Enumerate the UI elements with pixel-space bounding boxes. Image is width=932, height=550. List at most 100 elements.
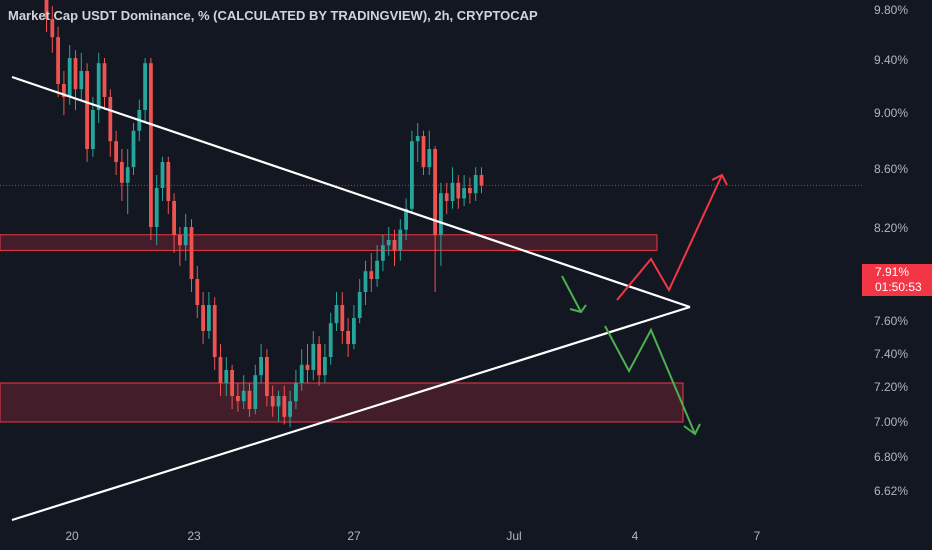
y-tick-label: 6.80%: [874, 450, 908, 464]
candle-body: [473, 175, 478, 194]
candle-body: [340, 305, 345, 331]
candle-body: [323, 357, 327, 376]
candle-body: [189, 227, 194, 279]
candle-body: [398, 229, 403, 251]
x-tick-label: 4: [632, 529, 639, 543]
candle-body: [433, 149, 437, 235]
candle-body: [166, 162, 171, 201]
x-tick-label: Jul: [506, 529, 521, 543]
bear-projection-arrow-head: [683, 423, 701, 436]
demand-zone: [0, 234, 658, 251]
candle-body: [369, 271, 374, 279]
candle-body: [207, 305, 211, 331]
y-tick-label: 7.40%: [874, 347, 908, 361]
candle-body: [247, 390, 252, 409]
upper-trendline: [11, 75, 691, 309]
candle-body: [212, 305, 217, 357]
candle-body: [195, 279, 200, 305]
candle-body: [218, 357, 223, 383]
candle-body: [276, 396, 281, 407]
bear-projection-arrow: [604, 325, 696, 435]
y-tick-label: 9.40%: [874, 53, 908, 67]
candle-body: [131, 130, 136, 168]
candle-body: [50, 19, 55, 38]
candle-body: [62, 84, 66, 97]
candle-body: [427, 149, 432, 168]
y-tick-label: 6.62%: [874, 484, 908, 498]
candle-body: [439, 193, 443, 235]
candle-body: [386, 240, 391, 246]
candle-body: [381, 245, 385, 261]
candle-body: [143, 63, 147, 110]
candle-body: [154, 188, 159, 227]
y-tick-label: 9.00%: [874, 106, 908, 120]
candle-body: [44, 0, 49, 19]
candle-body: [265, 357, 269, 396]
candle-body: [299, 364, 304, 383]
candle-body: [468, 188, 472, 194]
candle-body: [114, 141, 118, 162]
candle-body: [253, 375, 258, 409]
candle-body: [108, 97, 113, 142]
candle-body: [172, 201, 176, 235]
candle-body: [125, 167, 130, 183]
candle-body: [456, 182, 461, 199]
candle-body: [462, 188, 466, 199]
candle-body: [294, 383, 298, 402]
candle-body: [346, 331, 350, 344]
x-tick-label: 27: [347, 529, 361, 543]
y-tick-label: 8.60%: [874, 162, 908, 176]
x-tick-label: 23: [187, 529, 201, 543]
candle-body: [160, 162, 165, 188]
y-tick-label: 9.80%: [874, 3, 908, 17]
current-price-value: 7.91%: [875, 265, 910, 279]
x-tick-label: 20: [65, 529, 79, 543]
candle-body: [259, 357, 263, 376]
y-tick-label: 7.00%: [874, 415, 908, 429]
candle-body: [120, 162, 124, 183]
x-tick-label: 7: [754, 529, 761, 543]
candle-body: [56, 37, 60, 84]
candle-body: [288, 401, 292, 417]
candle-body: [241, 390, 246, 402]
candle-body: [415, 136, 420, 142]
candle-body: [305, 364, 310, 370]
short-drop-arrow: [561, 275, 582, 313]
candle-body: [311, 344, 316, 370]
y-tick-label: 7.20%: [874, 380, 908, 394]
candle-body: [79, 71, 84, 90]
candle-body: [375, 260, 379, 279]
current-price-countdown: 01:50:53: [875, 280, 922, 294]
candle-body: [282, 396, 287, 417]
current-price-badge: 7.91% 01:50:53: [862, 264, 932, 296]
candle-body: [404, 208, 408, 230]
short-drop-arrow-head: [569, 304, 587, 314]
candle-body: [363, 271, 368, 292]
candle-body: [91, 110, 95, 149]
candle-body: [317, 344, 321, 376]
candle-body: [450, 182, 455, 201]
candle-body: [201, 305, 205, 331]
candle-body: [178, 234, 182, 246]
candle-body: [67, 58, 72, 97]
candle-body: [149, 63, 153, 228]
chart-title: Market Cap USDT Dominance, % (CALCULATED…: [8, 8, 538, 23]
candle-body: [410, 141, 414, 209]
bull-projection-arrow-head: [711, 173, 728, 186]
candle-body: [421, 136, 426, 168]
candle-body: [334, 305, 339, 324]
candle-body: [183, 227, 188, 246]
candle-body: [352, 318, 356, 344]
y-tick-label: 8.20%: [874, 221, 908, 235]
candle-body: [224, 370, 229, 383]
candle-body: [236, 396, 240, 402]
candle-body: [96, 63, 101, 110]
candle-body: [270, 396, 275, 407]
candle-body: [328, 323, 333, 357]
candle-body: [444, 193, 449, 201]
candle-body: [85, 71, 89, 149]
candle-body: [102, 63, 107, 97]
bull-projection-arrow: [616, 174, 723, 301]
